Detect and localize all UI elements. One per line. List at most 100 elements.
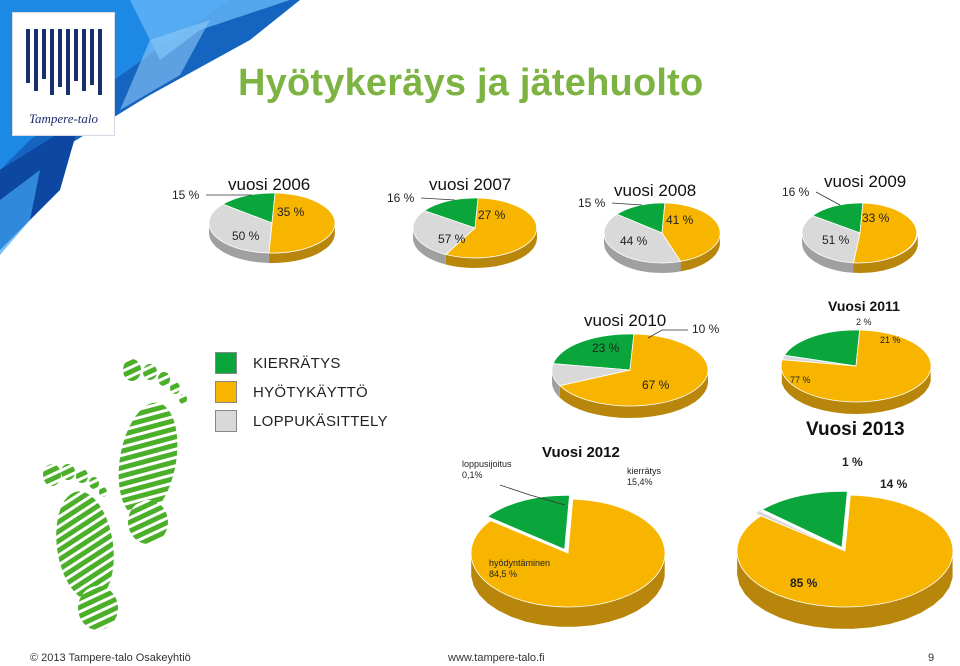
legend-label: KIERRÄTYS [253,355,341,372]
pie-chart-1 [412,197,538,268]
pie-slice-kierrätys [783,329,861,367]
data-label: 16 % [387,191,415,205]
data-label: 67 % [642,378,670,392]
legend-swatch [215,410,237,432]
pie-slice-side [209,224,269,263]
pie-slice-hyötykäyttö [780,329,932,403]
pie-slice-hyötykäyttö [444,197,538,259]
logo-mark [26,29,102,95]
data-label: 35 % [277,205,305,219]
chart-title: vuosi 2009 [824,172,906,191]
data-label: 41 % [666,213,694,227]
leader-line [611,202,643,206]
data-label: 2 % [856,317,872,327]
leader-line [815,191,841,206]
chart-title: vuosi 2010 [584,311,666,330]
footer-copyright: © 2013 Tampere-talo Osakeyhtiö [30,652,191,664]
pie-slice-kierrätys [221,192,276,224]
pie-slice-side [781,369,931,414]
footprints-icon [43,359,187,630]
legend-label: LOPPUKÄSITTELY [253,413,388,430]
data-label: loppusijoitus [462,459,512,469]
data-label: 27 % [478,208,506,222]
chart-title: Vuosi 2012 [542,444,620,461]
pie-slice-loppukäsittely [781,354,857,367]
data-label: hyödyntäminen [489,558,550,568]
pie-slice-loppukäsittely [551,363,631,387]
leader-line [647,329,688,339]
pie-slice-hyötykäyttö [268,192,336,254]
pie-slice-hyötykäyttö [853,202,918,264]
footer-url[interactable]: www.tampere-talo.fi [448,652,545,664]
logo-text: Tampere-talo [28,111,99,126]
pie-slice-kierrätys [552,333,635,371]
data-label: 21 % [880,335,901,345]
pie-slice-side [413,228,446,265]
data-label: 50 % [232,229,260,243]
data-label: 33 % [862,211,890,225]
data-label: 51 % [822,233,850,247]
pie-slice-side [552,370,560,398]
pie-slice-loppukäsittely [753,510,840,549]
data-label: 23 % [592,341,620,355]
chart-title: Vuosi 2011 [828,298,900,314]
pie-slice-loppukäsittely [412,210,476,255]
page-title: Hyötykeräys ja jätehuolto [238,62,704,104]
pie-slice-side [853,235,918,273]
pie-slice-loppusijoitus [489,519,569,554]
pie-slice-kierrätys [423,197,479,229]
leader-line [499,484,566,506]
chart-title: vuosi 2008 [614,181,696,200]
legend-swatch [215,381,237,403]
data-label: 1 % [842,455,863,469]
data-label: 16 % [782,185,810,199]
pie-slice-loppukäsittely [801,215,861,264]
pie-slice-hyötykäyttö [559,333,709,407]
pie-slice-side [737,552,953,629]
pie-slice-kierrätys [761,490,848,548]
right-footprint-icon [118,359,187,544]
pie-slice-side [559,370,708,418]
pie-slice-hyötykäyttö [736,494,954,608]
legend-swatch [215,352,237,374]
chart-title: Vuosi 2013 [806,419,905,440]
data-label: kierrätys [627,466,662,476]
pie-slice-side [268,224,335,263]
data-label: 15 % [172,188,200,202]
pie-slice-hyötykäyttö [661,202,721,262]
footer-page-number: 9 [928,652,935,664]
pie-slice-side [802,233,854,273]
pie-slice-kierrätys [811,202,864,234]
pie-chart-0 [206,192,336,263]
data-label: 14 % [880,477,908,491]
chart-title: vuosi 2006 [228,175,310,194]
data-label: 15 % [578,196,606,210]
pie-chart-2 [603,202,721,273]
data-label: 0,1% [462,470,483,480]
data-label: 44 % [620,234,648,248]
pie-slice-side [471,556,665,627]
data-label: 57 % [438,232,466,246]
data-label: 77 % [790,375,811,385]
pie-slice-hyödyntäminen [470,498,666,608]
data-label: 15,4% [627,477,653,487]
pie-slice-loppukäsittely [208,203,273,254]
legend-label: HYÖTYKÄYTTÖ [253,384,368,401]
data-label: 85 % [790,576,818,590]
pie-chart-7 [736,490,954,629]
pie-chart-5 [780,329,932,414]
pie-slice-kierrätys [486,494,570,550]
data-label: 84,5 % [489,569,517,579]
company-logo: Tampere-talo [12,12,115,136]
leader-line [420,197,456,201]
chart-title: vuosi 2007 [429,175,511,194]
pie-slice-loppukäsittely [603,213,682,264]
pie-chart-3 [801,191,918,273]
pie-chart-4 [551,329,709,418]
pie-slice-side [680,234,720,272]
pie-slice-kierrätys [615,202,666,234]
data-label: 10 % [692,322,720,336]
left-footprint-icon [43,464,118,630]
pie-chart-6 [470,484,666,627]
